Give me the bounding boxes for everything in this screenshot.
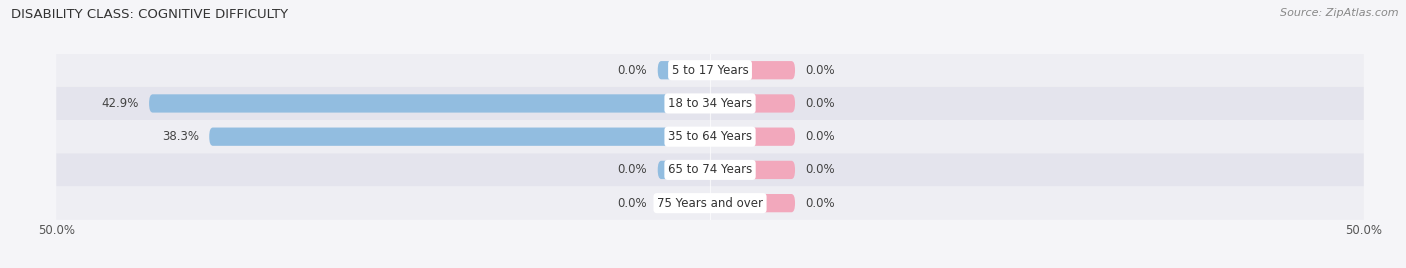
Text: DISABILITY CLASS: COGNITIVE DIFFICULTY: DISABILITY CLASS: COGNITIVE DIFFICULTY	[11, 8, 288, 21]
FancyBboxPatch shape	[56, 187, 1364, 220]
FancyBboxPatch shape	[209, 128, 710, 146]
Text: 5 to 17 Years: 5 to 17 Years	[672, 64, 748, 77]
FancyBboxPatch shape	[710, 161, 794, 179]
Text: 18 to 34 Years: 18 to 34 Years	[668, 97, 752, 110]
Text: 0.0%: 0.0%	[806, 197, 835, 210]
FancyBboxPatch shape	[56, 54, 1364, 87]
FancyBboxPatch shape	[710, 128, 794, 146]
Text: Source: ZipAtlas.com: Source: ZipAtlas.com	[1281, 8, 1399, 18]
Text: 65 to 74 Years: 65 to 74 Years	[668, 163, 752, 176]
FancyBboxPatch shape	[658, 161, 710, 179]
FancyBboxPatch shape	[56, 120, 1364, 153]
Text: 0.0%: 0.0%	[806, 163, 835, 176]
Text: 0.0%: 0.0%	[806, 130, 835, 143]
Text: 0.0%: 0.0%	[806, 64, 835, 77]
FancyBboxPatch shape	[658, 194, 710, 212]
FancyBboxPatch shape	[56, 153, 1364, 187]
Text: 0.0%: 0.0%	[617, 64, 647, 77]
Text: 35 to 64 Years: 35 to 64 Years	[668, 130, 752, 143]
Text: 0.0%: 0.0%	[617, 197, 647, 210]
Text: 75 Years and over: 75 Years and over	[657, 197, 763, 210]
FancyBboxPatch shape	[710, 94, 794, 113]
Text: 38.3%: 38.3%	[162, 130, 198, 143]
FancyBboxPatch shape	[710, 194, 794, 212]
FancyBboxPatch shape	[149, 94, 710, 113]
FancyBboxPatch shape	[56, 87, 1364, 120]
Text: 0.0%: 0.0%	[617, 163, 647, 176]
Text: 42.9%: 42.9%	[101, 97, 139, 110]
FancyBboxPatch shape	[658, 61, 710, 79]
Text: 0.0%: 0.0%	[806, 97, 835, 110]
FancyBboxPatch shape	[710, 61, 794, 79]
